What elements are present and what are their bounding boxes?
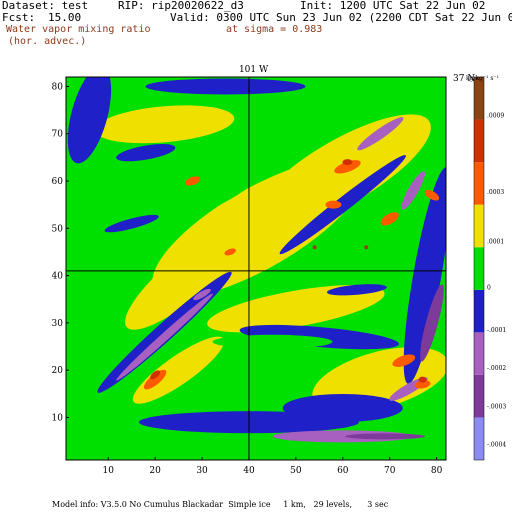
colorbar-segment (474, 119, 484, 163)
blue-band-mid-south (239, 324, 400, 350)
dark-purple-south (345, 433, 426, 440)
latitude-line-label: 37 N (453, 74, 475, 84)
field-note: (hor. advec.) (8, 36, 87, 47)
colorbar: .0009 .0003 .0001 0 -.0001 -.0002 -.0003 -.0004 (473, 76, 506, 461)
colorbar-segment (474, 417, 484, 460)
blue-edge-west (67, 77, 112, 164)
green-band-east (271, 223, 368, 281)
orange-cell-sw (143, 369, 167, 390)
y-tick-label: 30 (52, 319, 64, 329)
x-tick-label: 70 (384, 466, 396, 476)
y-tick-label: 20 (52, 366, 64, 376)
brown-dot-east (364, 245, 369, 250)
blue-cell-west (104, 214, 159, 233)
blue-band-nw (116, 144, 176, 162)
colorbar-label: -.0001 (487, 327, 506, 334)
colorbar-segment (474, 289, 484, 333)
orange-cell-mid (224, 248, 236, 256)
purple-band-south (272, 430, 413, 443)
y-tick-label: 50 (52, 224, 64, 234)
colorbar-label: .0003 (487, 189, 504, 196)
y-tick-label: 60 (52, 177, 64, 187)
orange-cell-nw (185, 176, 201, 186)
yellow-band-nw (94, 105, 235, 144)
x-tick-label: 10 (102, 466, 114, 476)
y-tick-label: 40 (52, 272, 64, 282)
colorbar-label: 0 (487, 285, 491, 292)
plot-frame (65, 76, 447, 461)
colorbar-segment (474, 162, 484, 205)
valid-time: Valid: 0300 UTC Sun 23 Jun 02 (2200 CDT … (170, 11, 512, 24)
yellow-band-mid (207, 285, 385, 333)
blue-band-top (145, 78, 306, 95)
field-contours (66, 77, 446, 460)
colorbar-label: .0001 (487, 239, 504, 246)
red-cell-se (418, 376, 427, 383)
blue-streak-ne (279, 155, 406, 255)
field-name: Water vapor mixing ratio (6, 24, 151, 35)
dark-purple-edge-east (420, 284, 444, 362)
purple-streak-sw (116, 293, 213, 381)
orange-cell-se (392, 354, 416, 367)
blue-edge-east (403, 167, 446, 384)
dataset-label: Dataset: test (2, 0, 89, 12)
y-tick-label: 10 (52, 413, 64, 423)
x-tick-label: 20 (149, 466, 161, 476)
red-cell-n (342, 159, 353, 166)
orange-cell-center (325, 200, 342, 209)
colorbar-segment (474, 374, 484, 418)
longitude-line-label: 101 W (239, 65, 269, 75)
colorbar-segment (474, 332, 484, 375)
rip-label: RIP: rip20020622_d3 (118, 0, 244, 12)
blue-band-south-east (282, 393, 403, 422)
model-info: Model info: V3.5.0 No Cumulus Blackadar … (52, 500, 389, 509)
units-label: kg kg⁻¹ s⁻¹ (466, 75, 499, 82)
init-time: Init: 1200 UTC Sat 22 Jun 02 (300, 0, 486, 12)
colorbar-segment (474, 204, 484, 248)
colorbar-frame (473, 76, 485, 461)
x-tick-label: 50 (290, 466, 302, 476)
green-band-south (212, 334, 333, 349)
colorbar-label: -.0003 (487, 403, 506, 410)
colorbar-label: -.0002 (487, 365, 506, 372)
yellow-band-sw (132, 336, 225, 404)
purple-cell-w (193, 288, 211, 301)
x-tick-label: 40 (243, 466, 255, 476)
orange-cell-ne (380, 212, 399, 226)
y-tick-label: 80 (52, 82, 64, 92)
y-tick-label: 70 (52, 130, 64, 140)
orange-cell-se2 (414, 380, 431, 389)
yellow-band-west (125, 221, 251, 330)
green-band-center (186, 166, 265, 215)
x-tick-label: 60 (337, 466, 349, 476)
x-tick-label: 80 (431, 466, 443, 476)
forecast-label: Fcst: (2, 11, 36, 24)
colorbar-label: .0009 (487, 112, 504, 119)
colorbar-segment (474, 247, 484, 290)
sigma-level: at sigma = 0.983 (226, 24, 323, 35)
colorbar-label: -.0004 (487, 442, 506, 449)
orange-cell-e (424, 189, 440, 201)
colorbar-segment (474, 77, 484, 120)
brown-dot-center (312, 245, 317, 250)
x-tick-label: 30 (196, 466, 208, 476)
purple-streak-e (401, 171, 425, 210)
purple-streak-ne (357, 117, 404, 151)
forecast-value: 15.00 (48, 11, 82, 24)
blue-dots-mid (326, 284, 387, 296)
red-cell-sw (150, 370, 161, 380)
orange-cell-n (334, 160, 361, 174)
